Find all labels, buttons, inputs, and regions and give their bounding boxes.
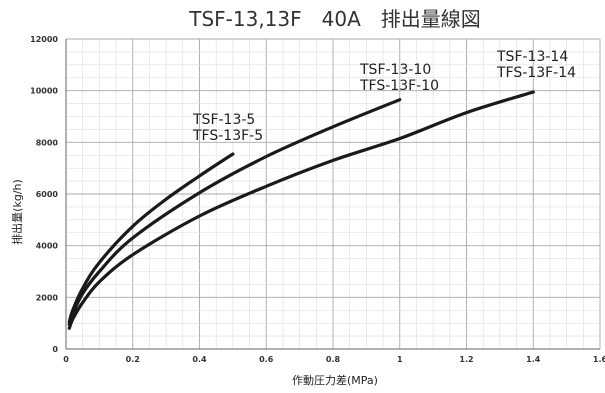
x-tick-label: 1 [397,355,403,364]
x-tick-label: 0.8 [326,355,341,364]
x-tick-labels: 0 0.2 0.4 0.6 0.8 1 1.2 1.4 1.6 [63,355,605,364]
y-axis-label: 排出量(kg/h) [10,179,24,245]
y-tick-label: 10000 [30,87,58,96]
series-label-1: TFS-13F-5 [192,128,263,144]
x-axis-label: 作動圧力差(MPa) [292,373,378,387]
series-label-1: TSF-13-5 [192,112,255,128]
y-tick-labels: 0 2000 4000 6000 8000 10000 12000 [30,35,58,354]
y-tick-label: 6000 [36,190,59,199]
x-tick-label: 1.2 [459,355,473,364]
y-tick-label: 8000 [36,138,59,147]
x-tick-label: 1.4 [526,355,541,364]
series-label-2: TFS-13F-10 [359,78,439,94]
series-line-3 [67,90,535,330]
x-tick-label: 1.6 [593,355,605,364]
series-line-1 [67,152,235,324]
y-tick-label: 0 [52,345,58,354]
y-tick-label: 4000 [36,242,59,251]
series-label-3: TSF-13-14 [496,49,568,65]
chart-title: TSF-13,13F 40A 排出量線図 [188,7,481,31]
x-tick-label: 0 [63,355,69,364]
series-label-3: TFS-13F-14 [496,65,576,81]
x-tick-label: 0.4 [192,355,207,364]
x-tick-label: 0.2 [126,355,140,364]
grid [65,38,601,350]
y-tick-label: 12000 [30,35,58,44]
x-tick-label: 0.6 [259,355,274,364]
axes [65,39,600,350]
series-curves [67,90,535,330]
y-tick-label: 2000 [36,293,59,302]
series-line-2 [67,98,402,327]
series-label-2: TSF-13-10 [359,62,431,78]
